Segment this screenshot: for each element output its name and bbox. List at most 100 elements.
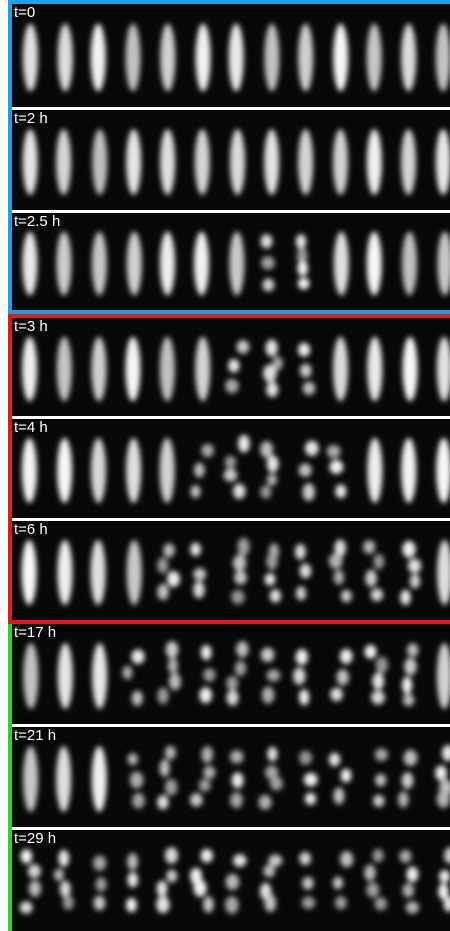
cell-blob — [194, 462, 205, 478]
cell-blob — [404, 657, 417, 676]
cell-blob — [233, 483, 246, 500]
cell-blob — [224, 455, 237, 469]
cell-blob — [304, 440, 319, 457]
cell-blob — [193, 581, 205, 599]
cell-blob — [403, 749, 418, 767]
cell-blob — [332, 129, 348, 195]
cell-blob — [62, 895, 74, 910]
cell-blob — [299, 750, 312, 766]
cell-blob — [333, 787, 345, 805]
cell-blob — [435, 765, 448, 781]
cell-blob — [126, 437, 142, 504]
cell-blob — [226, 676, 239, 691]
micrograph-panel-t4h: t=4 h — [12, 419, 450, 518]
micrograph-panel-t6h: t=6 h — [12, 521, 450, 620]
cell-blob — [333, 23, 349, 92]
cell-blob — [260, 441, 274, 458]
cell-blob — [375, 656, 389, 674]
cell-blob — [266, 473, 278, 486]
cell-blob — [401, 129, 417, 195]
cell-blob — [90, 23, 106, 92]
cell-blob — [267, 746, 278, 762]
cell-blob — [93, 855, 107, 871]
cell-blob — [264, 129, 280, 195]
cell-blob — [56, 336, 72, 402]
cell-blob — [258, 794, 272, 810]
cell-blob — [157, 795, 169, 810]
cell-blob — [53, 868, 65, 881]
cell-blob — [126, 539, 142, 606]
cell-blob — [297, 261, 309, 277]
cell-blob — [229, 231, 245, 296]
cell-blob — [436, 336, 450, 402]
cell-blob — [295, 543, 306, 560]
cell-blob — [438, 883, 449, 900]
cell-blob — [374, 748, 388, 762]
cell-blob — [201, 746, 214, 764]
cell-blob — [92, 129, 108, 195]
panel-divider — [12, 518, 450, 521]
cell-blob — [230, 792, 243, 809]
cell-blob — [193, 567, 207, 581]
cell-blob — [157, 557, 169, 574]
cell-blob — [91, 437, 107, 504]
cell-image — [23, 641, 450, 709]
cell-blob — [234, 660, 247, 677]
cell-blob — [203, 896, 214, 913]
cell-image — [21, 434, 450, 504]
cell-blob — [93, 895, 106, 911]
micrograph-panel-t21h: t=21 h — [12, 727, 450, 827]
cell-blob — [367, 437, 383, 504]
micrograph-panel-t3h: t=3 h — [12, 318, 450, 416]
cell-blob — [295, 586, 307, 601]
cell-blob — [298, 23, 314, 92]
cell-blob — [262, 278, 275, 292]
cell-blob — [57, 643, 73, 709]
cell-blob — [265, 339, 278, 357]
cell-blob — [444, 847, 450, 864]
cell-blob — [238, 434, 250, 453]
cell-blob — [401, 676, 413, 695]
cell-blob — [127, 753, 138, 766]
micrograph-panel-t0: t=0 — [12, 4, 450, 107]
cell-blob — [329, 460, 344, 474]
cell-blob — [340, 768, 352, 783]
timepoint-group-late: t=17 h t=21 h t=29 h — [8, 624, 450, 931]
timepoint-group-middle: t=3 h t=4 h t=6 h — [8, 314, 450, 624]
cell-blob — [269, 776, 283, 791]
cell-blob — [164, 778, 178, 796]
cell-blob — [260, 647, 275, 663]
cell-blob — [269, 589, 281, 603]
cell-blob — [293, 667, 306, 685]
cell-blob — [22, 23, 38, 92]
cell-blob — [335, 895, 347, 910]
cell-blob — [334, 539, 346, 557]
cell-blob — [127, 872, 139, 888]
cell-blob — [160, 129, 176, 195]
cell-blob — [441, 744, 450, 762]
cell-blob — [193, 879, 207, 897]
panel-divider — [12, 827, 450, 830]
cell-blob — [127, 852, 138, 871]
cell-blob — [190, 485, 201, 498]
cell-blob — [264, 765, 279, 780]
timepoint-label: t=0 — [14, 4, 36, 21]
panel-divider — [12, 416, 450, 419]
cell-blob — [165, 641, 179, 659]
cell-blob — [159, 759, 170, 777]
timepoint-label: t=2.5 h — [14, 213, 61, 230]
cell-blob — [21, 539, 37, 606]
cell-blob — [398, 791, 409, 808]
cell-blob — [167, 570, 180, 588]
cell-blob — [298, 342, 311, 357]
cell-blob — [365, 569, 377, 587]
cell-blob — [435, 129, 450, 195]
cell-blob — [372, 794, 385, 808]
cell-blob — [333, 569, 345, 585]
cell-blob — [409, 573, 421, 589]
cell-blob — [272, 356, 283, 371]
cell-blob — [302, 381, 316, 396]
cell-blob — [328, 752, 341, 767]
cell-blob — [402, 693, 415, 707]
cell-blob — [363, 540, 376, 554]
